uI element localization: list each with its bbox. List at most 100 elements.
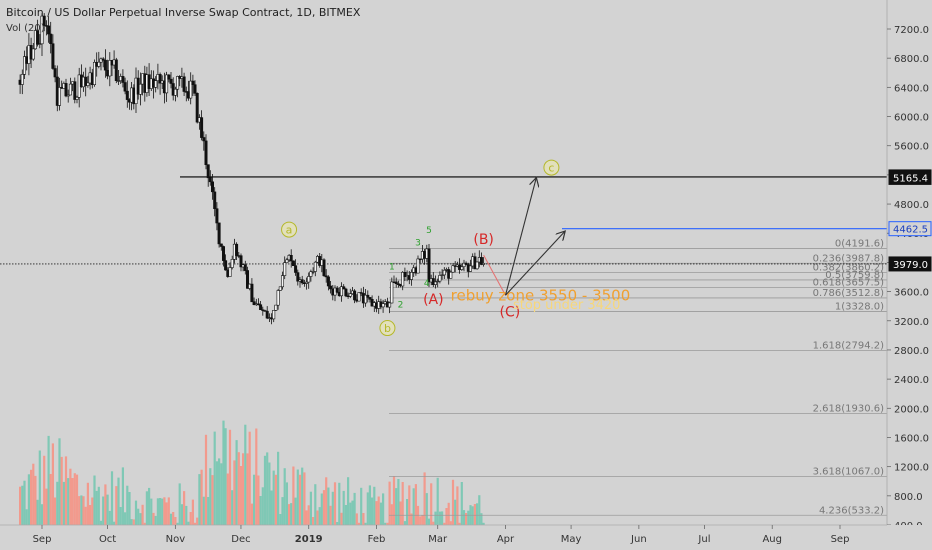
volume-bar xyxy=(325,477,328,525)
candle-body xyxy=(252,301,256,306)
volume-bar xyxy=(38,450,41,525)
volume-bar xyxy=(130,519,133,525)
volume-bar xyxy=(344,505,347,525)
candle-body xyxy=(53,68,57,78)
candle-body xyxy=(265,310,269,319)
volume-bar xyxy=(432,521,435,525)
volume-bar xyxy=(80,495,83,525)
volume-bar xyxy=(333,482,337,525)
candle-body xyxy=(66,94,70,97)
price-tag-label: 4462.5 xyxy=(893,225,928,236)
volume-bar xyxy=(156,498,159,525)
price-tag-label: 5165.4 xyxy=(893,173,928,184)
candle-body xyxy=(224,260,228,271)
candle-body xyxy=(176,76,180,90)
time-tick-label: Mar xyxy=(428,534,448,545)
volume-bar xyxy=(102,496,105,525)
volume-bar xyxy=(331,491,334,525)
candle-body xyxy=(219,243,223,247)
volume-bar xyxy=(82,496,85,525)
price-tick-label: 2400.0 xyxy=(894,375,929,386)
price-tick-label: 1600.0 xyxy=(894,433,929,444)
candle-body xyxy=(427,248,431,283)
candle-body xyxy=(276,290,280,306)
volume-bar xyxy=(309,491,312,525)
volume-bar xyxy=(423,472,426,525)
volume-bar xyxy=(196,517,199,525)
candle-body xyxy=(228,267,232,277)
candle-body xyxy=(68,83,72,96)
candle-body xyxy=(101,58,105,61)
volume-bar xyxy=(406,499,409,525)
volume-bar xyxy=(34,475,37,525)
volume-bar xyxy=(159,498,162,525)
price-tick-label: 3600.0 xyxy=(894,288,929,299)
volume-bar xyxy=(93,475,96,525)
candle-body xyxy=(202,137,206,142)
candle-body xyxy=(274,304,278,311)
volume-bar xyxy=(456,486,459,525)
candle-body xyxy=(300,279,304,284)
volume-bar xyxy=(443,522,446,525)
volume-bar xyxy=(239,466,243,525)
candle-body xyxy=(154,80,158,88)
volume-bar xyxy=(476,503,479,525)
volume-bar xyxy=(373,486,376,525)
volume-bar xyxy=(412,488,415,525)
volume-bar xyxy=(231,490,234,525)
volume-bar xyxy=(172,512,175,525)
volume-bar xyxy=(377,496,380,525)
volume-bar xyxy=(89,505,92,525)
candle-body xyxy=(283,262,287,276)
volume-bar xyxy=(277,451,280,525)
volume-bar xyxy=(36,499,39,525)
candle-body xyxy=(73,81,77,100)
volume-bar xyxy=(447,502,450,525)
volume-bar xyxy=(233,460,236,525)
volume-bar xyxy=(305,510,308,525)
volume-bar xyxy=(261,487,264,525)
volume-bar xyxy=(338,482,341,525)
volume-bar xyxy=(237,452,240,525)
volume-bar xyxy=(124,512,127,525)
candle-body xyxy=(289,255,293,262)
candle-body xyxy=(322,259,326,277)
volume-bar xyxy=(421,515,424,525)
volume-bar xyxy=(351,500,354,525)
volume-bar xyxy=(91,497,94,525)
time-tick-label: Nov xyxy=(166,534,186,545)
candle-body xyxy=(169,78,173,84)
candle-body xyxy=(246,270,250,289)
volume-bar xyxy=(145,491,148,525)
volume-bar xyxy=(467,510,470,525)
volume-bar xyxy=(480,513,483,525)
volume-bar xyxy=(397,479,400,525)
price-tag-box xyxy=(888,221,932,237)
volume-bar xyxy=(329,505,332,525)
candle-body xyxy=(438,274,442,282)
volume-bar xyxy=(67,478,70,525)
volume-bar xyxy=(169,513,173,525)
price-tick-label: 1200.0 xyxy=(894,463,929,474)
fib-level-label: 0.236(3987.8) xyxy=(813,253,885,264)
volume-bar xyxy=(143,522,146,525)
volume-bar xyxy=(115,486,118,525)
time-tick-label: Sep xyxy=(831,534,850,545)
candle-body xyxy=(339,286,343,297)
wave-label: 4 xyxy=(424,279,430,289)
volume-bar xyxy=(390,504,393,525)
candle-body xyxy=(97,61,101,67)
candle-body xyxy=(22,56,26,75)
volume-bar xyxy=(58,438,61,525)
candle-body xyxy=(390,281,394,304)
candle-body xyxy=(278,286,282,291)
candle-body xyxy=(324,275,328,278)
volume-bar xyxy=(224,428,227,525)
volume-bar xyxy=(441,511,444,525)
chart-title: Bitcoin / US Dollar Perpetual Inverse Sw… xyxy=(6,6,361,19)
time-tick-label: Aug xyxy=(762,534,782,545)
price-tick-label: 3200.0 xyxy=(894,317,929,328)
volume-bar xyxy=(163,497,166,525)
volume-bar xyxy=(141,504,144,525)
